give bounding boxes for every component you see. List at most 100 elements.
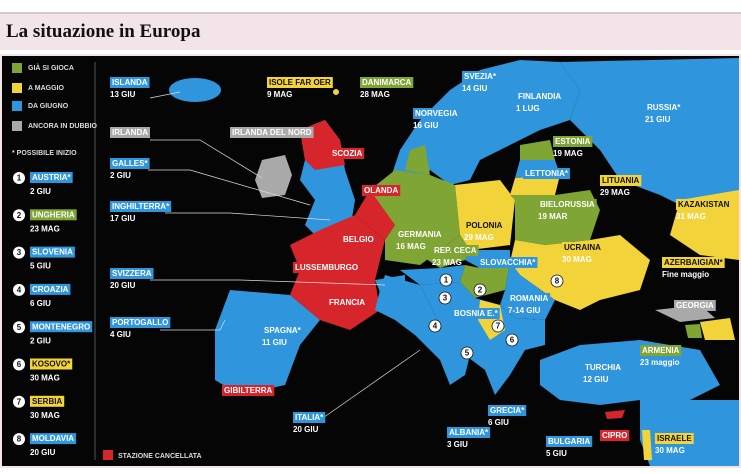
map-number-text: 6: [510, 336, 515, 345]
label-text: GIBILTERRA: [224, 386, 273, 395]
label-box: [640, 345, 682, 356]
label-text: POLONIA: [466, 221, 503, 230]
legend-label: A MAGGIO: [28, 85, 64, 92]
map-number-text: 3: [443, 294, 448, 303]
date-text: 21 GIU: [645, 115, 671, 124]
label-text: GERMANIA: [398, 230, 442, 239]
label-box: [30, 358, 73, 370]
turkey: [540, 340, 720, 405]
label-text: DANIMARCA: [362, 78, 412, 87]
label-box: [362, 185, 401, 196]
label-box: [293, 262, 361, 273]
leader-line: [160, 319, 226, 331]
label-text: BOSNIA E.*: [454, 309, 499, 318]
label-box: [478, 257, 538, 268]
label-box: [110, 127, 150, 138]
label-box: [30, 321, 93, 333]
estonia: [520, 140, 555, 160]
label-box: [30, 209, 77, 221]
date-text: Fine maggio: [662, 270, 709, 279]
map-number-badge: [491, 319, 505, 333]
label-box: [464, 220, 505, 231]
label-text: SVIZZERA: [112, 269, 152, 278]
label-box: [30, 172, 73, 183]
label-box: [327, 297, 367, 308]
cyprus: [605, 410, 625, 419]
label-box: [645, 102, 683, 113]
label-box: [462, 71, 499, 82]
date-text: 16 MAG: [396, 242, 426, 251]
azerbaijan: [700, 318, 735, 340]
label-text: FINLANDIA: [518, 92, 561, 101]
label-text: BULGARIA: [548, 437, 590, 446]
label-text: ARMENIA: [642, 346, 680, 355]
label-text: KAZAKISTAN: [678, 200, 730, 209]
map-number-text: 8: [555, 277, 560, 286]
legend-swatch: [103, 450, 113, 460]
date-text: 3 GIU: [447, 440, 468, 449]
label-text: SLOVENIA: [32, 248, 73, 257]
date-text: 30 MAG: [30, 374, 60, 383]
label-text: GRECIA*: [490, 406, 525, 415]
legend-note: * POSSIBILE INIZIO: [12, 150, 77, 157]
date-text: 30 MAG: [655, 446, 685, 455]
legend-swatch: [12, 83, 22, 93]
leader-line: [165, 212, 331, 221]
number-badge: [13, 433, 25, 446]
balkans: [420, 282, 545, 395]
label-text: IRLANDA: [112, 128, 148, 137]
label-text: ALBANIA*: [449, 428, 489, 437]
label-text: GALLES*: [112, 159, 148, 168]
label-text: ISLANDA: [112, 78, 148, 87]
date-text: 30 MAG: [562, 255, 592, 264]
ireland: [255, 155, 292, 198]
map-number-badge: [550, 274, 564, 288]
russia: [560, 58, 739, 210]
date-text: 23 MAG: [30, 224, 60, 233]
label-box: [330, 148, 365, 159]
label-text: ITALIA*: [295, 413, 324, 422]
date-text: 2 GIU: [30, 336, 51, 345]
label-box: [396, 229, 444, 240]
number-text: 7: [17, 397, 22, 406]
map-number-badge: [428, 319, 442, 333]
label-box: [546, 436, 593, 447]
label-text: REP. CECA: [434, 246, 477, 255]
label-box: [110, 268, 154, 279]
label-box: [341, 234, 376, 245]
label-box: [110, 317, 171, 328]
date-text: 17 GIU: [110, 214, 136, 223]
label-text: AUSTRIA*: [32, 173, 72, 182]
label-box: [447, 427, 491, 438]
label-text: TURCHIA: [585, 363, 621, 372]
label-text: PORTOGALLO: [112, 318, 168, 327]
label-box: [674, 300, 716, 311]
hungary: [460, 262, 510, 298]
date-text: 4 GIU: [110, 330, 131, 339]
label-text: MOLDAVIA: [32, 434, 74, 443]
number-text: 2: [17, 211, 22, 220]
leader-line: [148, 169, 311, 206]
number-text: 6: [17, 360, 22, 369]
leader-line: [319, 349, 421, 421]
map-number-text: 5: [465, 349, 470, 358]
labels: GIÀ SI GIOCA A MAGGIO DA GIUGNO ANCORA IN D…: [12, 63, 732, 460]
label-box: [360, 77, 414, 88]
map-number-text: 4: [433, 322, 438, 331]
date-text: 19 MAR: [538, 212, 568, 221]
label-text: LITUANIA: [602, 176, 640, 185]
label-box: [30, 433, 77, 445]
date-text: 13 GIU: [110, 90, 136, 99]
label-box: [30, 283, 71, 295]
label-text: MONTENEGRO: [32, 322, 90, 331]
label-text: FRANCIA: [329, 298, 365, 307]
map-number-badge: [460, 346, 474, 360]
label-text: UNGHERIA: [32, 210, 75, 219]
label-text: RUSSIA*: [647, 103, 681, 112]
label-box: [508, 293, 551, 304]
date-text: 20 GIU: [110, 281, 136, 290]
date-text: 6 GIU: [488, 418, 509, 427]
label-box: [583, 362, 623, 373]
legend-swatch: [12, 121, 22, 131]
date-text: 2 GIU: [30, 187, 51, 196]
